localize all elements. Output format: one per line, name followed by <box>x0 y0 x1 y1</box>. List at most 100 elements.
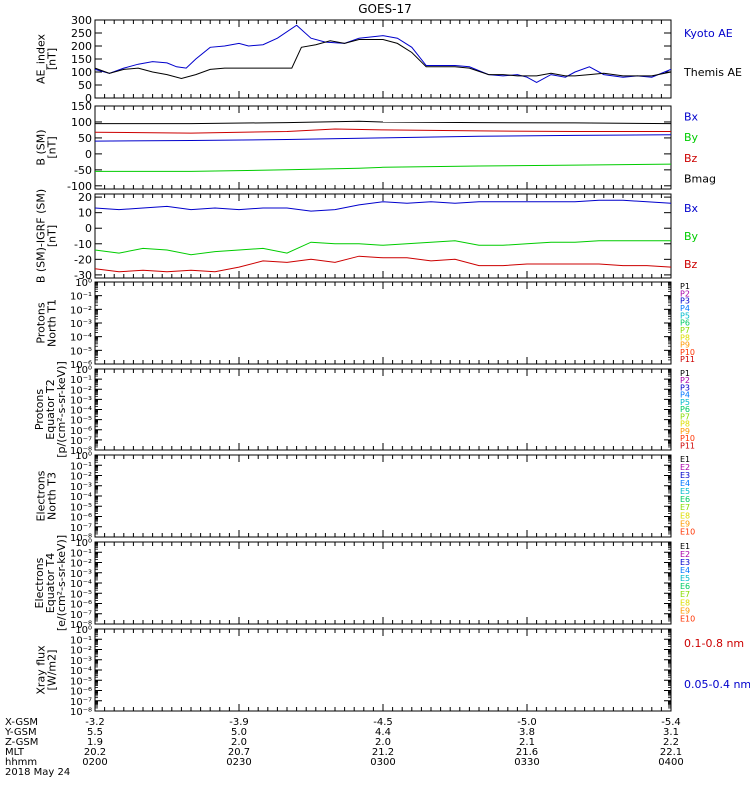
channel-label: E3 <box>680 558 690 567</box>
y-axis-label: Equator T4 <box>44 553 57 613</box>
y-tick-label: 10⁻³ <box>70 395 92 406</box>
y-tick-label: 20 <box>78 191 92 204</box>
legend-entry: By <box>684 131 699 144</box>
y-tick-label: 10⁻¹ <box>70 548 92 559</box>
channel-label: E1 <box>680 542 690 551</box>
channel-label: E6 <box>680 495 690 504</box>
y-tick-label: 10⁻⁴ <box>70 492 92 503</box>
channel-label: P8 <box>680 420 690 429</box>
x-axis-table: X-GSM -3.2 -3.9 -4.5 -5.0 -5.4 Y-GSM 5.5 5.0 4.4 3… <box>4 717 684 778</box>
y-axis-label: Protons <box>35 302 48 343</box>
y-axis-label: B (SM)-IGRF (SM) <box>35 189 48 283</box>
channel-label: P2 <box>680 289 690 298</box>
x-tick-value: 3.1 <box>663 727 679 738</box>
x-tick-value: 21.6 <box>516 747 538 758</box>
y-tick-label: 10⁰ <box>75 538 92 549</box>
channel-label: P1 <box>680 369 690 378</box>
y-tick-label: 10⁻⁴ <box>70 666 92 677</box>
x-row-label: Z-GSM <box>5 737 38 748</box>
channel-label: E8 <box>680 598 690 607</box>
y-tick-label: 10⁻¹ <box>70 375 92 386</box>
legend-entry: Bx <box>684 110 699 123</box>
channel-label: P5 <box>680 398 690 407</box>
x-tick-value: 0200 <box>82 757 107 768</box>
channel-label: E5 <box>680 487 690 496</box>
legend-entry: 0.1-0.8 nm <box>684 637 744 650</box>
legend-entry: Themis AE <box>683 66 742 79</box>
y-tick-label: 10⁻⁶ <box>70 600 92 611</box>
y-tick-label: 10⁻⁴ <box>70 579 92 590</box>
channel-label: E6 <box>680 582 690 591</box>
channel-label: E1 <box>680 455 690 464</box>
y-axis-label: [nT] <box>46 136 59 158</box>
y-tick-label: -30 <box>74 269 92 282</box>
y-tick-label: 10⁻³ <box>70 482 92 493</box>
x-tick-value: 5.5 <box>87 727 103 738</box>
channel-label: P4 <box>680 304 690 313</box>
y-tick-label: 10⁰ <box>75 625 92 636</box>
x-tick-value: -3.9 <box>229 717 249 728</box>
y-tick-label: 10⁻⁶ <box>70 687 92 698</box>
y-tick-label: 10⁻³ <box>70 319 92 330</box>
y-axis-label: [p/(cm²-s-sr-keV)] <box>55 361 68 458</box>
date-label: 2018 May 24 <box>5 767 70 778</box>
panel-5: 10⁻⁸10⁻⁷10⁻⁶10⁻⁵10⁻⁴10⁻³10⁻²10⁻¹10⁰Proto… <box>33 361 695 458</box>
x-tick-value: 0330 <box>514 757 539 768</box>
channel-label: P11 <box>680 441 695 450</box>
channel-label: E5 <box>680 574 690 583</box>
y-axis-label: AE_index <box>35 33 48 84</box>
y-tick-label: -50 <box>74 164 92 177</box>
x-tick-value: 1.9 <box>87 737 103 748</box>
channel-label: E3 <box>680 471 690 480</box>
channel-label: P7 <box>680 412 690 421</box>
y-tick-label: 10⁰ <box>75 278 92 289</box>
panel-7: 10⁻⁸10⁻⁷10⁻⁶10⁻⁵10⁻⁴10⁻³10⁻²10⁻¹10⁰Elect… <box>33 535 695 631</box>
y-tick-label: 10⁻¹ <box>70 292 92 303</box>
x-tick-value: 20.7 <box>228 747 250 758</box>
channel-label: P10 <box>680 348 695 357</box>
channel-label: P9 <box>680 427 690 436</box>
channel-label: P8 <box>680 333 690 342</box>
y-tick-label: 10⁻⁵ <box>70 676 92 687</box>
panel-3: -30 -20 -10 0 10 20 B (SM)-IGRF (SM)[nT] Bx By Bz <box>35 189 699 283</box>
channel-label: E7 <box>680 590 690 599</box>
channel-label: P7 <box>680 326 690 335</box>
channel-label: E8 <box>680 511 690 520</box>
x-tick-value: 2.2 <box>663 737 679 748</box>
y-tick-label: 10⁻⁶ <box>70 426 92 437</box>
y-tick-label: 100 <box>71 116 92 129</box>
y-axis-label: [nT] <box>46 48 59 70</box>
channel-label: E4 <box>680 566 690 575</box>
y-tick-label: 300 <box>71 14 92 27</box>
channel-label: P11 <box>680 355 695 364</box>
y-tick-label: 200 <box>71 40 92 53</box>
x-tick-value: 5.0 <box>231 727 247 738</box>
channel-label: P4 <box>680 391 690 400</box>
y-tick-label: 10⁻¹ <box>70 635 92 646</box>
panel-4: 10⁻⁶ 10⁻⁵ 10⁻⁴ 10⁻³ 10⁻² 10⁻¹ 10⁰ ProtonsNorth … <box>35 278 696 371</box>
y-tick-label: 10⁻² <box>70 646 92 657</box>
y-tick-label: 150 <box>71 100 92 113</box>
y-tick-label: 50 <box>78 79 92 92</box>
y-tick-label: 10⁻² <box>70 472 92 483</box>
channel-label: P1 <box>680 282 690 291</box>
y-axis-label: [W/m2] <box>46 650 59 691</box>
y-axis-label: [e/(cm²-s-sr-keV)] <box>55 535 68 631</box>
y-axis-label: Equator T2 <box>44 379 57 439</box>
y-tick-label: 10⁻⁷ <box>70 436 92 447</box>
legend-entry: 0.05-0.4 nm <box>684 678 750 691</box>
x-tick-value: 4.4 <box>375 727 391 738</box>
y-tick-label: 10⁻⁷ <box>70 523 92 534</box>
x-row-label: X-GSM <box>5 717 38 728</box>
x-tick-value: -5.0 <box>517 717 537 728</box>
y-axis-label: B (SM) <box>35 129 48 165</box>
y-tick-label: 10⁻⁷ <box>70 697 92 708</box>
channel-label: P2 <box>680 376 690 385</box>
x-row-label: Y-GSM <box>4 727 37 738</box>
x-tick-value: -3.2 <box>85 717 105 728</box>
x-tick-value: 21.2 <box>372 747 394 758</box>
y-axis-label: [nT] <box>46 225 59 247</box>
